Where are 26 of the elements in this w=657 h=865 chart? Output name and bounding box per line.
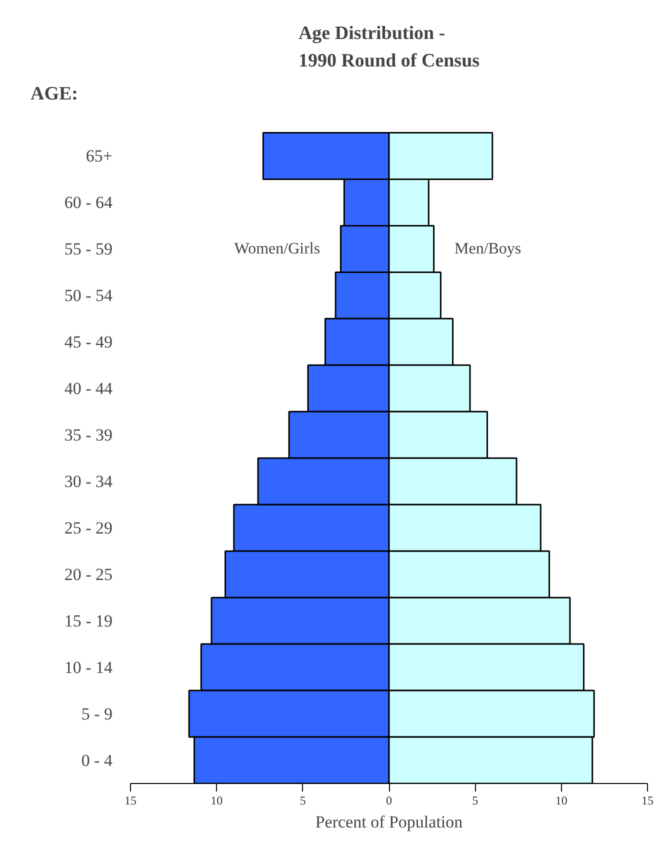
x-tick-label: 10: [210, 794, 223, 808]
x-tick-label: 0: [386, 794, 392, 808]
y-tick-label: 50 - 54: [64, 286, 113, 305]
x-tick-label: 5: [472, 794, 478, 808]
x-tick-label: 15: [124, 794, 136, 808]
y-tick-label: 35 - 39: [64, 425, 113, 444]
y-tick-label: 55 - 59: [64, 239, 113, 258]
x-axis-title: Percent of Population: [315, 812, 464, 832]
y-tick-label: 65+: [86, 146, 113, 166]
x-tick-label: 15: [642, 794, 654, 808]
y-tick-label: 15 - 19: [64, 611, 113, 630]
y-tick-label: 10 - 14: [64, 658, 113, 677]
y-tick-label: 60 - 64: [64, 192, 113, 212]
y-tick-label: 25 - 29: [64, 518, 113, 538]
y-tick-label: 45 - 49: [64, 332, 113, 352]
y-axis-title: AGE:: [30, 84, 78, 104]
chart-title: Age Distribution - 1990 Round of Census: [298, 23, 480, 72]
series-label: Men/Boys: [454, 240, 522, 258]
y-tick-label: 5 - 9: [81, 704, 113, 724]
x-tick-label: 10: [555, 794, 568, 808]
x-tick-label: 5: [300, 794, 306, 808]
y-tick-label: 40 - 44: [64, 378, 113, 398]
y-tick-label: 20 - 25: [64, 564, 113, 584]
series-label: Women/Girls: [234, 240, 320, 258]
y-tick-label: 0 - 4: [81, 750, 113, 770]
y-tick-label: 30 - 34: [64, 472, 113, 491]
